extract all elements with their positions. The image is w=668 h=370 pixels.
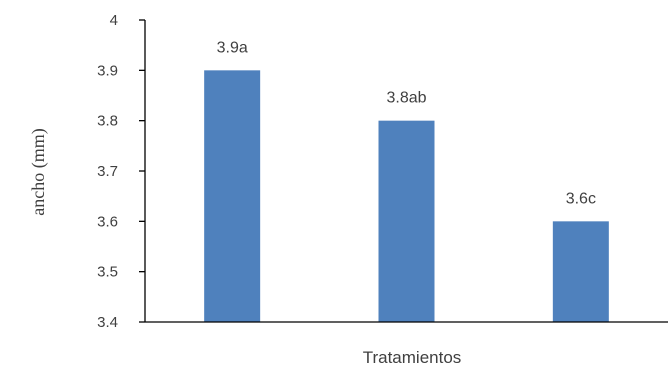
y-tick-label: 3.5 — [97, 264, 118, 281]
y-tick-label: 3.7 — [97, 163, 118, 180]
bars — [204, 70, 609, 323]
y-axis-label: ancho (mm) — [28, 128, 49, 215]
y-tick-label: 3.6 — [97, 213, 118, 230]
bar — [378, 120, 435, 323]
y-tick-label: 4 — [110, 12, 118, 29]
bar — [552, 221, 609, 322]
x-axis-label: Tratamientos — [363, 348, 462, 367]
y-tick-label: 3.8 — [97, 113, 118, 130]
y-axis-ticks: 3.4 3.5 3.6 3.7 3.8 3.9 4 — [97, 12, 145, 331]
bar-data-label: 3.6c — [566, 190, 596, 207]
y-tick-label: 3.4 — [97, 314, 118, 331]
y-tick-label: 3.9 — [97, 62, 118, 79]
data-labels: 3.9a 3.8ab 3.6c — [217, 39, 596, 207]
bar — [204, 70, 261, 322]
bar-data-label: 3.9a — [217, 39, 248, 56]
bar-data-label: 3.8ab — [386, 90, 426, 107]
